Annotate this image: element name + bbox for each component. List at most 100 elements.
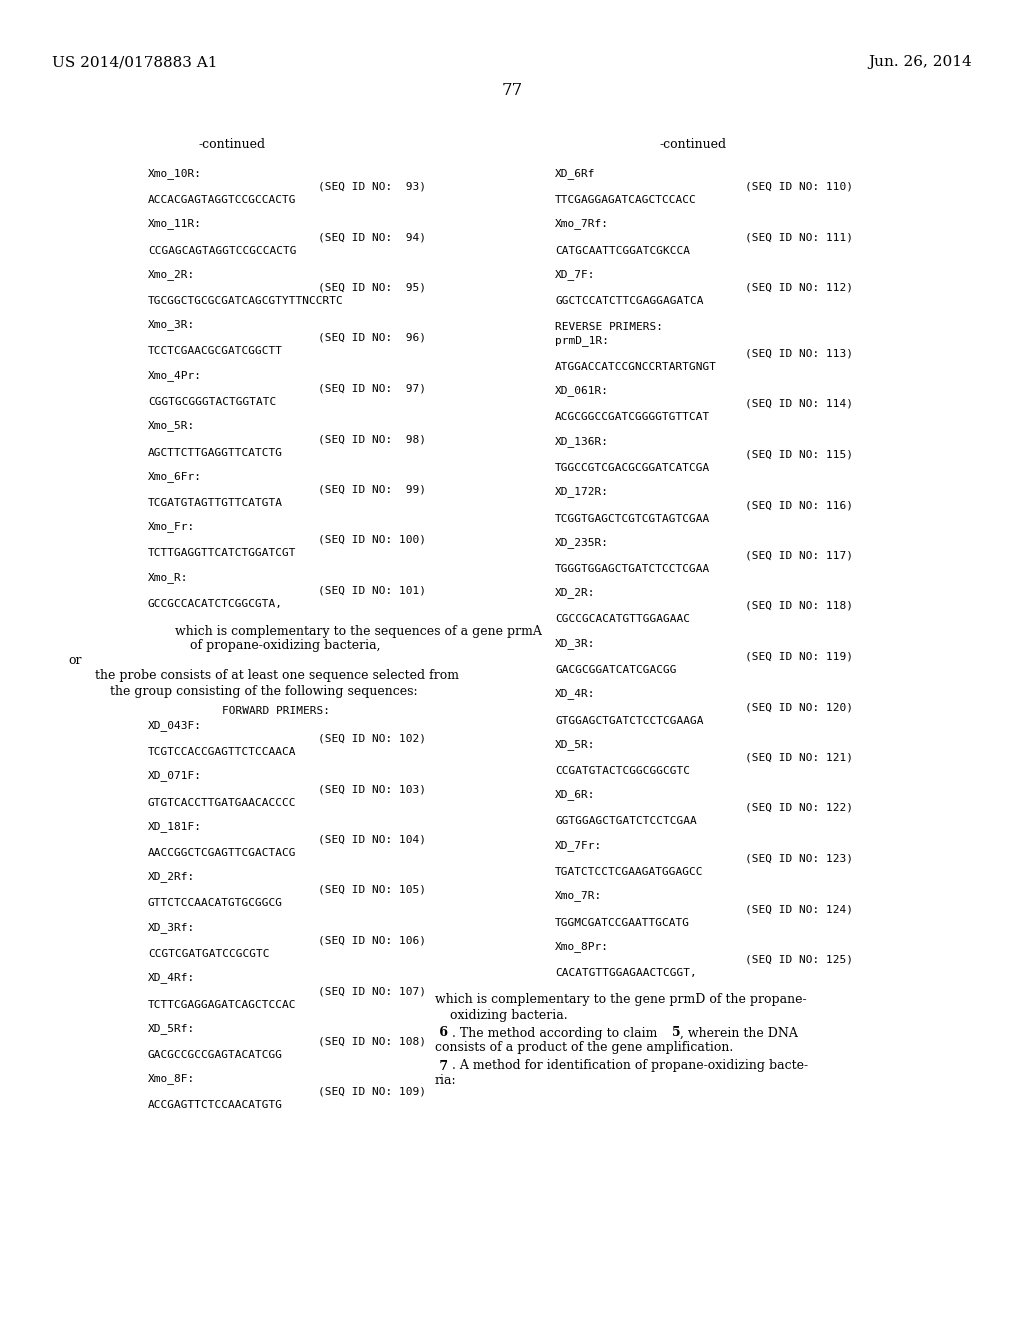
Text: XD_4Rf:: XD_4Rf: [148, 973, 196, 983]
Text: (SEQ ID NO: 100): (SEQ ID NO: 100) [318, 535, 426, 545]
Text: the group consisting of the following sequences:: the group consisting of the following se… [110, 685, 418, 697]
Text: XD_5R:: XD_5R: [555, 739, 596, 750]
Text: Xmo_11R:: Xmo_11R: [148, 219, 202, 230]
Text: which is complementary to the gene prmD of the propane-: which is complementary to the gene prmD … [435, 994, 807, 1006]
Text: XD_6R:: XD_6R: [555, 789, 596, 800]
Text: TCGTCCACCGAGTTCTCCAACA: TCGTCCACCGAGTTCTCCAACA [148, 747, 297, 756]
Text: 77: 77 [502, 82, 522, 99]
Text: or: or [68, 655, 82, 668]
Text: TGGMCGATCCGAATTGCATG: TGGMCGATCCGAATTGCATG [555, 917, 690, 928]
Text: (SEQ ID NO: 117): (SEQ ID NO: 117) [745, 550, 853, 561]
Text: TCCTCGAACGCGATCGGCTT: TCCTCGAACGCGATCGGCTT [148, 346, 283, 356]
Text: GACGCGGATCATCGACGG: GACGCGGATCATCGACGG [555, 665, 677, 675]
Text: ACGCGGCCGATCGGGGTGTTCAT: ACGCGGCCGATCGGGGTGTTCAT [555, 412, 711, 422]
Text: CGGTGCGGGTACTGGTATC: CGGTGCGGGTACTGGTATC [148, 397, 276, 407]
Text: GACGCCGCCGAGTACATCGG: GACGCCGCCGAGTACATCGG [148, 1049, 283, 1060]
Text: XD_7Fr:: XD_7Fr: [555, 840, 602, 851]
Text: XD_3Rf:: XD_3Rf: [148, 921, 196, 933]
Text: ACCGAGTTCTCCAACATGTG: ACCGAGTTCTCCAACATGTG [148, 1101, 283, 1110]
Text: of propane-oxidizing bacteria,: of propane-oxidizing bacteria, [190, 639, 381, 652]
Text: oxidizing bacteria.: oxidizing bacteria. [450, 1008, 567, 1022]
Text: which is complementary to the sequences of a gene prmA: which is complementary to the sequences … [175, 624, 542, 638]
Text: -continued: -continued [199, 139, 265, 150]
Text: (SEQ ID NO:  99): (SEQ ID NO: 99) [318, 484, 426, 495]
Text: Xmo_7R:: Xmo_7R: [555, 891, 602, 902]
Text: (SEQ ID NO: 115): (SEQ ID NO: 115) [745, 450, 853, 459]
Text: (SEQ ID NO:  94): (SEQ ID NO: 94) [318, 232, 426, 242]
Text: prmD_1R:: prmD_1R: [555, 335, 609, 346]
Text: XD_2R:: XD_2R: [555, 587, 596, 598]
Text: Xmo_R:: Xmo_R: [148, 572, 188, 583]
Text: (SEQ ID NO: 101): (SEQ ID NO: 101) [318, 586, 426, 595]
Text: Jun. 26, 2014: Jun. 26, 2014 [868, 55, 972, 69]
Text: CACATGTTGGAGAACTCGGT,: CACATGTTGGAGAACTCGGT, [555, 968, 696, 978]
Text: Xmo_6Fr:: Xmo_6Fr: [148, 471, 202, 482]
Text: FORWARD PRIMERS:: FORWARD PRIMERS: [222, 705, 330, 715]
Text: (SEQ ID NO: 118): (SEQ ID NO: 118) [745, 601, 853, 611]
Text: 7: 7 [435, 1060, 449, 1072]
Text: (SEQ ID NO: 124): (SEQ ID NO: 124) [745, 904, 853, 913]
Text: (SEQ ID NO: 116): (SEQ ID NO: 116) [745, 500, 853, 510]
Text: TCGGTGAGCTCGTCGTAGTCGAA: TCGGTGAGCTCGTCGTAGTCGAA [555, 513, 711, 524]
Text: CGCCGCACATGTTGGAGAAC: CGCCGCACATGTTGGAGAAC [555, 615, 690, 624]
Text: (SEQ ID NO: 112): (SEQ ID NO: 112) [745, 282, 853, 293]
Text: CCGTCGATGATCCGCGTC: CCGTCGATGATCCGCGTC [148, 949, 269, 960]
Text: (SEQ ID NO: 111): (SEQ ID NO: 111) [745, 232, 853, 242]
Text: GTTCTCCAACATGTGCGGCG: GTTCTCCAACATGTGCGGCG [148, 899, 283, 908]
Text: . The method according to claim: . The method according to claim [452, 1027, 662, 1040]
Text: consists of a product of the gene amplification.: consists of a product of the gene amplif… [435, 1041, 733, 1055]
Text: TGATCTCCTCGAAGATGGAGCC: TGATCTCCTCGAAGATGGAGCC [555, 867, 703, 876]
Text: (SEQ ID NO: 119): (SEQ ID NO: 119) [745, 652, 853, 661]
Text: ATGGACCATCCGNCCRTARTGNGT: ATGGACCATCCGNCCRTARTGNGT [555, 362, 717, 372]
Text: XD_071F:: XD_071F: [148, 771, 202, 781]
Text: (SEQ ID NO:  96): (SEQ ID NO: 96) [318, 333, 426, 343]
Text: XD_235R:: XD_235R: [555, 537, 609, 548]
Text: Xmo_7Rf:: Xmo_7Rf: [555, 219, 609, 230]
Text: (SEQ ID NO: 105): (SEQ ID NO: 105) [318, 884, 426, 895]
Text: TCTTCGAGGAGATCAGCTCCAC: TCTTCGAGGAGATCAGCTCCAC [148, 999, 297, 1010]
Text: the probe consists of at least one sequence selected from: the probe consists of at least one seque… [95, 669, 459, 682]
Text: , wherein the DNA: , wherein the DNA [680, 1027, 798, 1040]
Text: (SEQ ID NO: 114): (SEQ ID NO: 114) [745, 399, 853, 409]
Text: GGCTCCATCTTCGAGGAGATCA: GGCTCCATCTTCGAGGAGATCA [555, 296, 703, 306]
Text: CATGCAATTCGGATCGKCCA: CATGCAATTCGGATCGKCCA [555, 246, 690, 256]
Text: Xmo_Fr:: Xmo_Fr: [148, 521, 196, 532]
Text: XD_2Rf:: XD_2Rf: [148, 871, 196, 882]
Text: XD_172R:: XD_172R: [555, 487, 609, 498]
Text: XD_7F:: XD_7F: [555, 269, 596, 280]
Text: TGCGGCTGCGCGATCAGCGTYTTNCCRTC: TGCGGCTGCGCGATCAGCGTYTTNCCRTC [148, 296, 344, 306]
Text: US 2014/0178883 A1: US 2014/0178883 A1 [52, 55, 217, 69]
Text: (SEQ ID NO: 125): (SEQ ID NO: 125) [745, 954, 853, 965]
Text: Xmo_4Pr:: Xmo_4Pr: [148, 370, 202, 381]
Text: (SEQ ID NO: 120): (SEQ ID NO: 120) [745, 702, 853, 711]
Text: ACCACGAGTAGGTCCGCCACTG: ACCACGAGTAGGTCCGCCACTG [148, 195, 297, 205]
Text: (SEQ ID NO: 107): (SEQ ID NO: 107) [318, 986, 426, 997]
Text: CCGATGTACTCGGCGGCGTC: CCGATGTACTCGGCGGCGTC [555, 766, 690, 776]
Text: TGGGTGGAGCTGATCTCCTCGAA: TGGGTGGAGCTGATCTCCTCGAA [555, 564, 711, 574]
Text: CCGAGCAGTAGGTCCGCCACTG: CCGAGCAGTAGGTCCGCCACTG [148, 246, 297, 256]
Text: XD_181F:: XD_181F: [148, 821, 202, 832]
Text: Xmo_3R:: Xmo_3R: [148, 319, 196, 330]
Text: (SEQ ID NO:  98): (SEQ ID NO: 98) [318, 434, 426, 444]
Text: GCCGCCACATCTCGGCGTA,: GCCGCCACATCTCGGCGTA, [148, 599, 283, 609]
Text: (SEQ ID NO: 109): (SEQ ID NO: 109) [318, 1086, 426, 1097]
Text: Xmo_5R:: Xmo_5R: [148, 421, 196, 432]
Text: XD_6Rf: XD_6Rf [555, 168, 596, 180]
Text: (SEQ ID NO:  95): (SEQ ID NO: 95) [318, 282, 426, 293]
Text: AGCTTCTTGAGGTTCATCTG: AGCTTCTTGAGGTTCATCTG [148, 447, 283, 458]
Text: (SEQ ID NO: 123): (SEQ ID NO: 123) [745, 854, 853, 863]
Text: 6: 6 [435, 1027, 449, 1040]
Text: (SEQ ID NO:  97): (SEQ ID NO: 97) [318, 384, 426, 393]
Text: Xmo_10R:: Xmo_10R: [148, 168, 202, 180]
Text: AACCGGCTCGAGTTCGACTACG: AACCGGCTCGAGTTCGACTACG [148, 847, 297, 858]
Text: -continued: -continued [659, 139, 727, 150]
Text: GGTGGAGCTGATCTCCTCGAA: GGTGGAGCTGATCTCCTCGAA [555, 817, 696, 826]
Text: (SEQ ID NO: 104): (SEQ ID NO: 104) [318, 834, 426, 845]
Text: XD_4R:: XD_4R: [555, 689, 596, 700]
Text: Xmo_2R:: Xmo_2R: [148, 269, 196, 280]
Text: REVERSE PRIMERS:: REVERSE PRIMERS: [555, 322, 663, 331]
Text: (SEQ ID NO: 113): (SEQ ID NO: 113) [745, 348, 853, 359]
Text: GTGTCACCTTGATGAACACCCC: GTGTCACCTTGATGAACACCCC [148, 797, 297, 808]
Text: (SEQ ID NO: 103): (SEQ ID NO: 103) [318, 784, 426, 795]
Text: . A method for identification of propane-oxidizing bacte-: . A method for identification of propane… [452, 1060, 808, 1072]
